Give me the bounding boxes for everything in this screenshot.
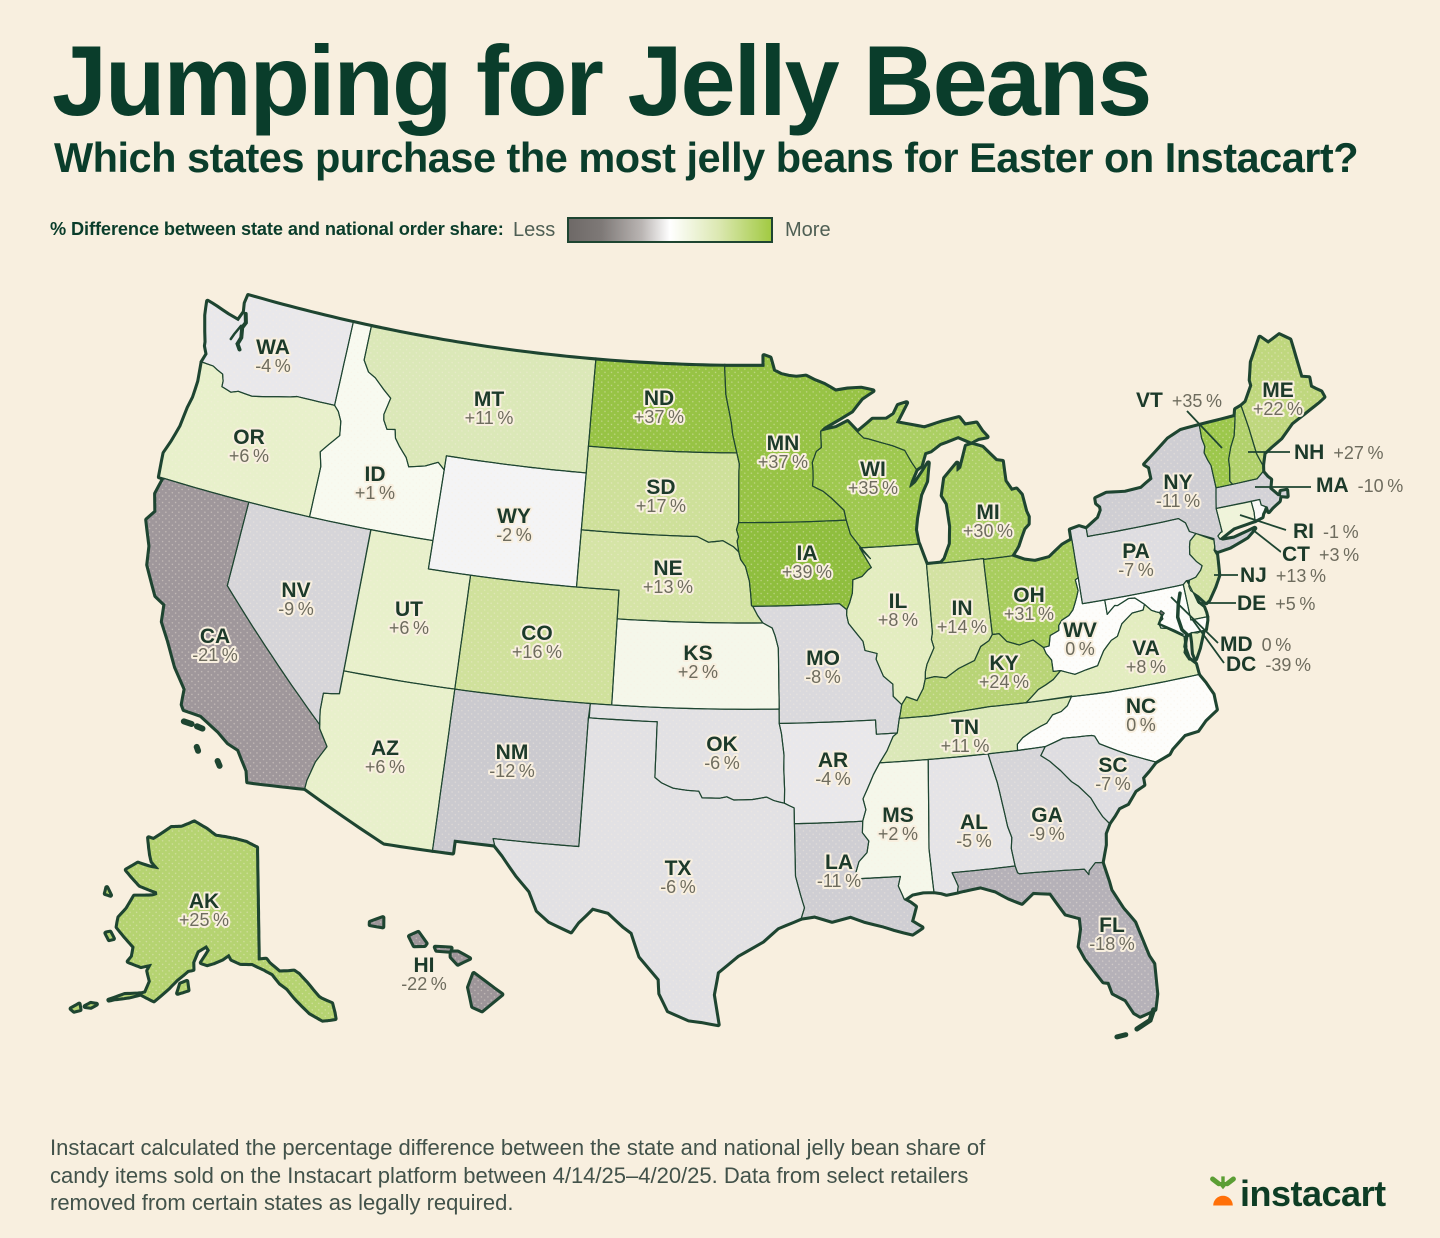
svg-text:NC: NC: [1126, 695, 1156, 718]
svg-text:NV: NV: [281, 579, 310, 602]
svg-text:AZ: AZ: [371, 737, 399, 760]
svg-text:+31 %: +31 %: [1004, 604, 1054, 624]
svg-text:-22 %: -22 %: [401, 974, 447, 994]
svg-text:-9 %: -9 %: [278, 599, 314, 619]
svg-text:-4 %: -4 %: [255, 356, 291, 376]
svg-text:-11 %: -11 %: [1156, 491, 1200, 511]
svg-text:+37 %: +37 %: [634, 407, 684, 427]
svg-text:+17 %: +17 %: [636, 496, 686, 516]
svg-text:+39 %: +39 %: [782, 562, 832, 582]
svg-text:UT: UT: [395, 598, 423, 621]
svg-text:+13 %: +13 %: [643, 577, 693, 597]
svg-text:ME: ME: [1262, 379, 1294, 402]
svg-text:DE+5 %: DE +5 %: [1237, 592, 1315, 615]
svg-text:RI-1 %: RI -1 %: [1293, 520, 1359, 543]
svg-text:-6 %: -6 %: [660, 877, 696, 897]
svg-text:+11 %: +11 %: [941, 736, 990, 756]
svg-text:0 %: 0 %: [1126, 715, 1156, 735]
svg-text:-11 %: -11 %: [817, 871, 861, 891]
svg-text:+11 %: +11 %: [465, 408, 514, 428]
svg-text:-7 %: -7 %: [1118, 560, 1154, 580]
svg-text:AR: AR: [818, 749, 848, 772]
svg-text:HI: HI: [414, 954, 435, 977]
svg-text:CO: CO: [521, 622, 553, 645]
svg-text:AK: AK: [189, 890, 219, 913]
svg-text:-5 %: -5 %: [956, 831, 992, 851]
svg-text:KY: KY: [989, 652, 1018, 675]
svg-text:+1 %: +1 %: [355, 483, 395, 503]
svg-text:-9 %: -9 %: [1029, 824, 1065, 844]
svg-text:IA: IA: [797, 542, 818, 565]
svg-text:AL: AL: [960, 811, 988, 834]
svg-text:-6 %: -6 %: [704, 753, 740, 773]
svg-text:MT: MT: [474, 388, 504, 411]
svg-text:FL: FL: [1099, 914, 1125, 937]
svg-text:+8 %: +8 %: [1126, 657, 1166, 677]
svg-text:PA: PA: [1122, 540, 1150, 563]
svg-text:+37 %: +37 %: [758, 452, 808, 472]
svg-text:+30 %: +30 %: [963, 521, 1013, 541]
svg-text:KS: KS: [683, 642, 712, 665]
svg-text:-7 %: -7 %: [1095, 774, 1131, 794]
svg-text:IN: IN: [952, 597, 973, 620]
svg-text:OK: OK: [706, 733, 738, 756]
svg-text:-12 %: -12 %: [489, 761, 535, 781]
svg-text:+24 %: +24 %: [979, 672, 1029, 692]
svg-text:MN: MN: [767, 432, 800, 455]
svg-text:OR: OR: [233, 426, 265, 449]
svg-text:NY: NY: [1163, 471, 1192, 494]
svg-text:WA: WA: [256, 336, 290, 359]
svg-text:0 %: 0 %: [1065, 639, 1095, 659]
svg-text:MS: MS: [882, 804, 914, 827]
svg-text:WY: WY: [497, 505, 531, 528]
svg-text:-21 %: -21 %: [192, 645, 238, 665]
svg-text:+22 %: +22 %: [1253, 399, 1303, 419]
svg-text:ND: ND: [644, 387, 674, 410]
svg-text:ID: ID: [365, 463, 386, 486]
svg-text:+16 %: +16 %: [512, 642, 562, 662]
svg-text:+2 %: +2 %: [678, 662, 718, 682]
svg-text:IL: IL: [889, 590, 908, 613]
svg-text:+35 %: +35 %: [848, 478, 898, 498]
svg-text:TX: TX: [665, 857, 692, 880]
svg-text:+6 %: +6 %: [389, 618, 429, 638]
svg-text:VA: VA: [1132, 637, 1160, 660]
svg-text:NJ+13 %: NJ +13 %: [1240, 564, 1326, 587]
svg-text:-4 %: -4 %: [815, 769, 851, 789]
svg-text:OH: OH: [1013, 584, 1045, 607]
svg-text:+14 %: +14 %: [937, 617, 987, 637]
svg-text:TN: TN: [951, 716, 979, 739]
svg-text:NE: NE: [653, 557, 682, 580]
svg-text:WI: WI: [860, 458, 886, 481]
svg-text:+6 %: +6 %: [365, 757, 405, 777]
svg-text:CT+3 %: CT +3 %: [1282, 543, 1359, 566]
svg-text:NM: NM: [496, 741, 529, 764]
svg-text:+25 %: +25 %: [179, 910, 229, 930]
svg-text:MA-10 %: MA -10 %: [1316, 474, 1403, 497]
svg-text:+2 %: +2 %: [878, 824, 918, 844]
svg-text:MI: MI: [976, 501, 999, 524]
svg-text:GA: GA: [1031, 804, 1063, 827]
svg-text:DC-39 %: DC -39 %: [1226, 653, 1311, 676]
svg-text:-18 %: -18 %: [1089, 934, 1135, 954]
svg-text:SC: SC: [1098, 754, 1127, 777]
svg-text:WV: WV: [1063, 619, 1097, 642]
svg-text:+6 %: +6 %: [229, 446, 269, 466]
svg-text:-8 %: -8 %: [805, 667, 841, 687]
svg-text:LA: LA: [825, 851, 853, 874]
svg-text:CA: CA: [200, 625, 230, 648]
svg-text:NH+27 %: NH +27 %: [1294, 441, 1384, 464]
svg-text:+8 %: +8 %: [878, 610, 918, 630]
svg-text:-2 %: -2 %: [496, 525, 532, 545]
svg-text:VT+35 %: VT +35 %: [1136, 389, 1222, 412]
svg-text:SD: SD: [646, 476, 675, 499]
svg-text:MO: MO: [806, 647, 840, 670]
